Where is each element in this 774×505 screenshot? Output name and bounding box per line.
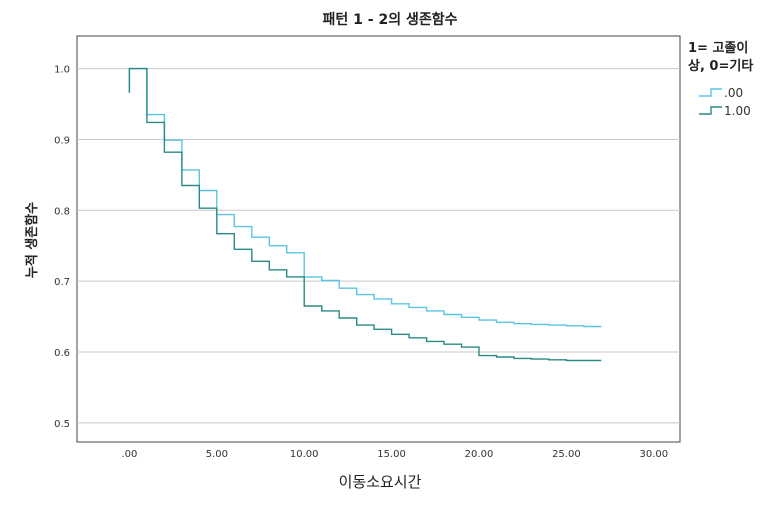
x-tick-label: 10.00 [290,449,319,460]
legend-title-line-2: 상, 0=기타 [688,58,753,74]
y-tick-label: 0.8 [54,206,70,217]
x-tick-label: 5.00 [206,449,228,460]
series-line-2 [128,67,602,362]
x-tick-label: .00 [121,449,137,460]
x-axis-label: 이동소요시간 [339,473,422,491]
y-tick-labels: 0.5 0.6 0.7 0.8 0.9 1.0 [54,65,70,430]
y-tick-label: 0.7 [54,277,70,288]
legend: 1= 고졸이 상, 0=기타 .00 1.00 [688,40,753,118]
y-tick-label: 1.0 [54,65,70,76]
y-tick-label: 0.6 [54,348,70,359]
x-tick-labels: .00 5.00 10.00 15.00 20.00 25.00 30.00 [121,449,668,460]
chart-title: 패턴 1 - 2의 생존함수 [323,11,458,28]
y-tick-label: 0.9 [54,135,70,146]
legend-title-line-1: 1= 고졸이 [688,40,748,56]
plot-frame [76,35,681,443]
x-tick-label: 25.00 [552,449,581,460]
y-axis-label: 누적 생존함수 [24,202,40,278]
x-tick-label: 15.00 [377,449,406,460]
x-tick-label: 30.00 [639,449,668,460]
series-line-1 [128,67,602,328]
x-tick-label: 20.00 [465,449,494,460]
legend-items: .00 1.00 [699,86,751,118]
y-tick-label: 0.5 [54,419,70,430]
legend-swatch-2 [699,106,722,115]
legend-label-1: .00 [724,86,743,100]
series-layer [128,67,602,362]
legend-label-2: 1.00 [724,104,751,118]
grid-layer [77,68,680,424]
legend-swatch-1 [699,88,722,97]
